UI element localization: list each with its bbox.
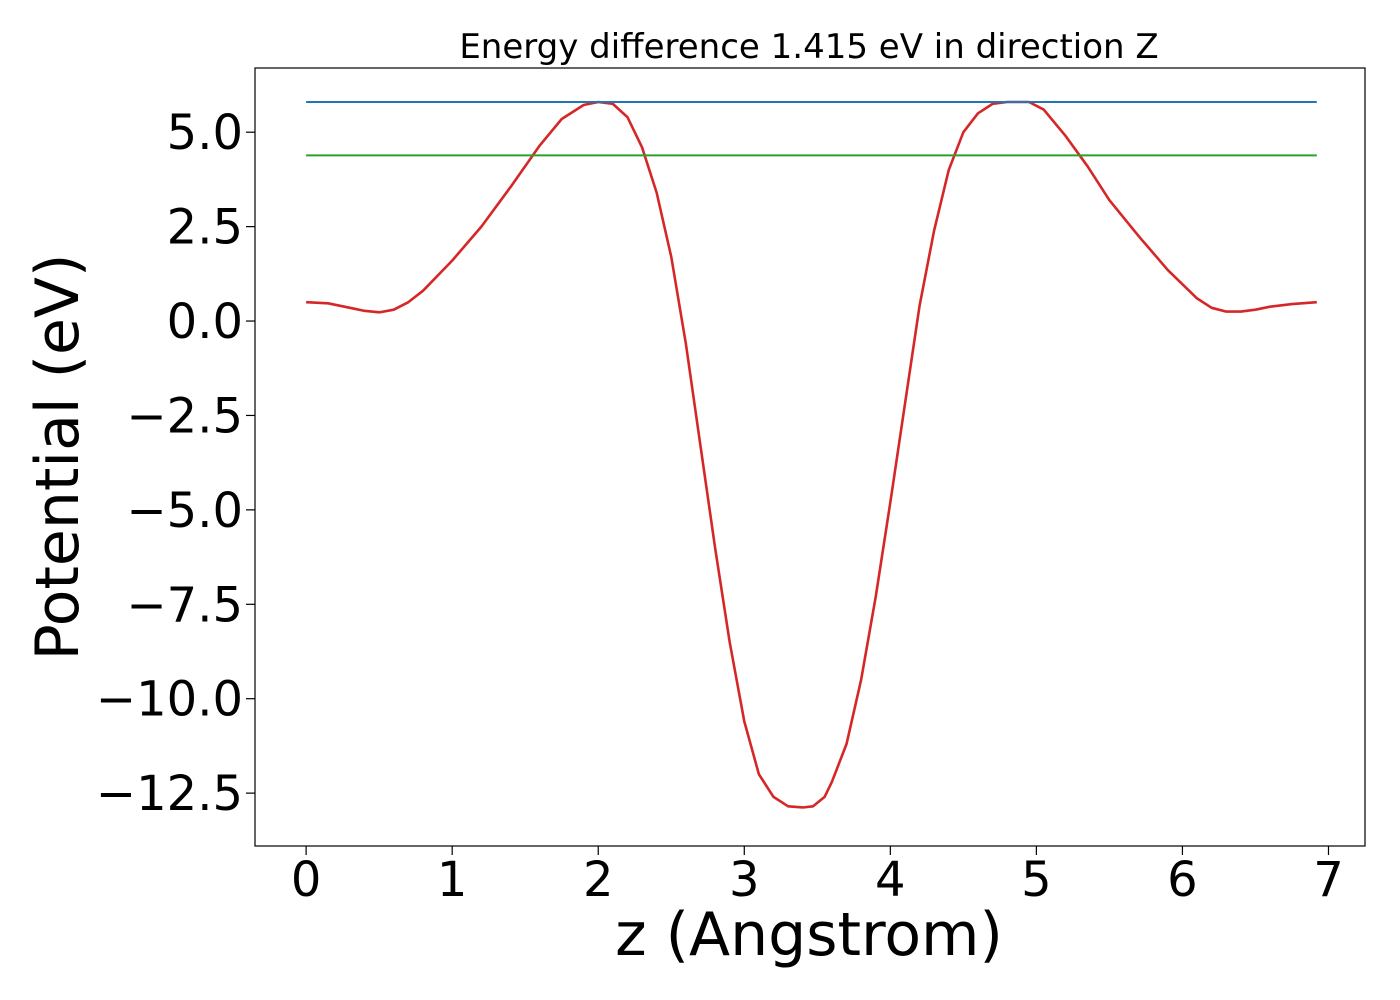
x-axis-label: z (Angstrom): [615, 900, 1003, 970]
x-tick-label: 0: [291, 852, 322, 908]
y-tick-label: 5.0: [167, 105, 243, 161]
series-line-0: [306, 100, 1317, 809]
x-tick-label: 7: [1313, 852, 1344, 908]
y-tick-label: −10.0: [96, 672, 243, 728]
x-tick-label: 2: [583, 852, 614, 908]
x-tick-label: 6: [1167, 852, 1198, 908]
y-axis-label: Potential (eV): [23, 254, 93, 661]
x-axis: 0 1 2 3 4 5 6 7: [291, 846, 1344, 908]
y-tick-label: −12.5: [96, 766, 243, 822]
x-tick-label: 5: [1021, 852, 1052, 908]
y-tick-label: −2.5: [126, 388, 243, 444]
x-tick-label: 4: [875, 852, 906, 908]
y-axis: 5.0 2.5 0.0 −2.5 −5.0 −7.5 −10.0 −12.5: [96, 105, 255, 822]
y-tick-label: −5.0: [126, 483, 243, 539]
y-tick-label: 2.5: [167, 200, 243, 256]
chart-title: Energy difference 1.415 eV in direction …: [459, 27, 1158, 67]
x-tick-label: 1: [437, 852, 468, 908]
y-tick-label: −7.5: [126, 577, 243, 633]
plot-area: [306, 100, 1317, 809]
plot-frame: [254, 67, 1366, 847]
x-tick-label: 3: [729, 852, 760, 908]
y-tick-label: 0.0: [167, 294, 243, 350]
